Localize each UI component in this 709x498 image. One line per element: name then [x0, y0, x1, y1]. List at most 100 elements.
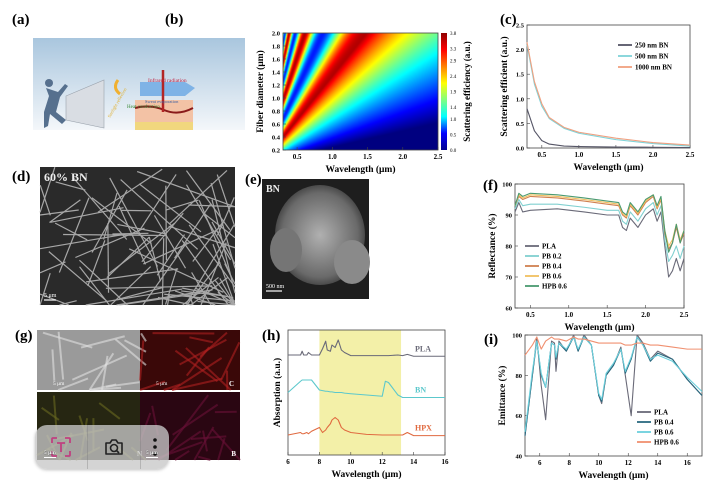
x-tick-label: 1.5: [603, 311, 612, 319]
fiber-strand: [63, 233, 167, 237]
fiber-strand: [39, 233, 126, 250]
fiber-strand: [139, 340, 145, 381]
legend-label: PLA: [542, 243, 556, 251]
fat-layer: [135, 122, 193, 130]
y-tick-label: 1.5: [516, 72, 525, 79]
visual-search-button[interactable]: [88, 425, 141, 469]
y-tick-label: 40: [516, 454, 523, 461]
scale-bar-label: 5 μm: [44, 293, 57, 299]
series-line-hpb-0-6: [524, 336, 702, 356]
fiber-strand: [217, 291, 236, 306]
y-axis-label: Scattering efficient (a.u.): [499, 36, 510, 136]
panel-label: (c): [500, 12, 517, 28]
x-tick-label: 16: [442, 458, 450, 466]
x-tick-label: 12: [625, 459, 633, 467]
scale-bar-label: 5 μm: [146, 450, 158, 456]
fiber-strand: [105, 285, 213, 289]
y-tick-label: 100: [502, 182, 512, 189]
y-tick-label: 2.0: [516, 47, 524, 54]
y-tick-label: 0.6: [272, 122, 281, 129]
x-tick-label: 0.5: [293, 153, 302, 161]
panel-c: (c) 0.5 1.0 1.5 2.0 2.5 0.0 0.5 1.0 1.5 2.0 2.5 Wav…: [499, 12, 695, 173]
text-scan-icon: [50, 437, 71, 457]
fiber-strand: [85, 288, 183, 306]
fiber-strand: [179, 338, 227, 366]
fiber-strand: [172, 403, 219, 436]
fiber-strand: [164, 268, 178, 305]
fiber-strand: [39, 209, 79, 216]
colorbar: [441, 33, 447, 150]
more-vertical-icon: [152, 438, 157, 456]
series-line-pla: [288, 339, 445, 357]
fiber-strand: [182, 276, 219, 306]
fiber-strand: [171, 357, 223, 391]
y-tick-label: 0.4: [272, 135, 281, 142]
fiber-strand: [59, 300, 77, 306]
fiber-strand: [58, 197, 90, 273]
panel-f: (f) 0.5 1.0 1.5 2.0 2.5 60 70 80 90 100 Wavelength…: [483, 178, 689, 333]
fiber-strand: [156, 234, 186, 276]
y-tick-label: 90: [506, 213, 513, 220]
x-tick-label: 1.0: [564, 311, 573, 319]
fiber-strand: [185, 225, 235, 305]
fiber-strand: [192, 221, 224, 262]
y-tick-label: 1.0: [272, 96, 280, 103]
scale-bar: [44, 457, 56, 458]
fiber-strand: [87, 240, 106, 287]
y-tick-label: 1.8: [272, 44, 281, 51]
fiber-strand: [140, 332, 147, 342]
scale-bar-label: 5 μm: [156, 381, 168, 387]
sunlight-arrow: [113, 79, 121, 96]
fiber-strand: [57, 331, 65, 380]
y-tick-label: 1.6: [272, 57, 281, 64]
fiber-strand: [193, 426, 215, 461]
fiber-strand: [185, 170, 231, 231]
series-line-pla: [524, 334, 703, 436]
element-label: C: [229, 380, 234, 388]
colorbar-tick-label: 2.9: [450, 60, 457, 65]
y-tick-label: 80: [506, 244, 513, 251]
fiber-strand: [50, 207, 124, 223]
y-axis-label: Emittance (%): [497, 366, 508, 426]
x-tick-label: 2.5: [680, 311, 689, 319]
fiber-strand: [185, 347, 232, 391]
text-select-button[interactable]: [35, 425, 88, 469]
series-line-pb-0-4: [514, 195, 685, 250]
x-axis-label: Wavelength (μm): [564, 322, 634, 333]
fiber-strand: [86, 268, 179, 283]
fiber-strand: [108, 222, 176, 274]
legend-label: 500 nm BN: [635, 53, 668, 61]
y-tick-label: 60: [506, 306, 513, 313]
fiber-strand: [139, 380, 166, 391]
fiber-strand: [39, 261, 66, 274]
legend-label: PB 0.2: [542, 253, 562, 261]
heatmap-image: [283, 33, 438, 150]
more-options-button[interactable]: [141, 425, 169, 469]
panel-label: (h): [262, 328, 280, 344]
series-line-pb-0-6: [524, 336, 703, 432]
series-line-pla: [514, 202, 685, 278]
fiber-strand: [190, 277, 229, 306]
fiber-strand: [217, 437, 226, 461]
lens-camera-icon: [104, 439, 123, 455]
x-tick-label: 14: [654, 459, 662, 467]
fiber-strand: [191, 272, 212, 306]
fiber-strand: [200, 242, 227, 306]
panel-label: (f): [483, 178, 498, 194]
x-tick-label: 2.5: [686, 151, 695, 159]
legend-label: PLA: [415, 344, 431, 353]
panel-label: (e): [245, 172, 262, 188]
fiber-strand: [211, 428, 241, 461]
y-tick-label: 80: [516, 373, 523, 380]
panel-e: (e) BN 500 nm: [245, 172, 370, 299]
x-tick-label: 6: [538, 459, 542, 467]
legend-label: PLA: [654, 409, 668, 417]
element-label: B: [231, 450, 236, 458]
colorbar-tick-label: 1.0: [450, 118, 457, 123]
series-line-250-nm-bn: [526, 108, 691, 149]
fiber-strand: [51, 349, 56, 381]
x-tick-label: 10: [595, 459, 603, 467]
shaded-band: [319, 330, 402, 455]
series-line-hpb-0-6: [514, 192, 685, 253]
